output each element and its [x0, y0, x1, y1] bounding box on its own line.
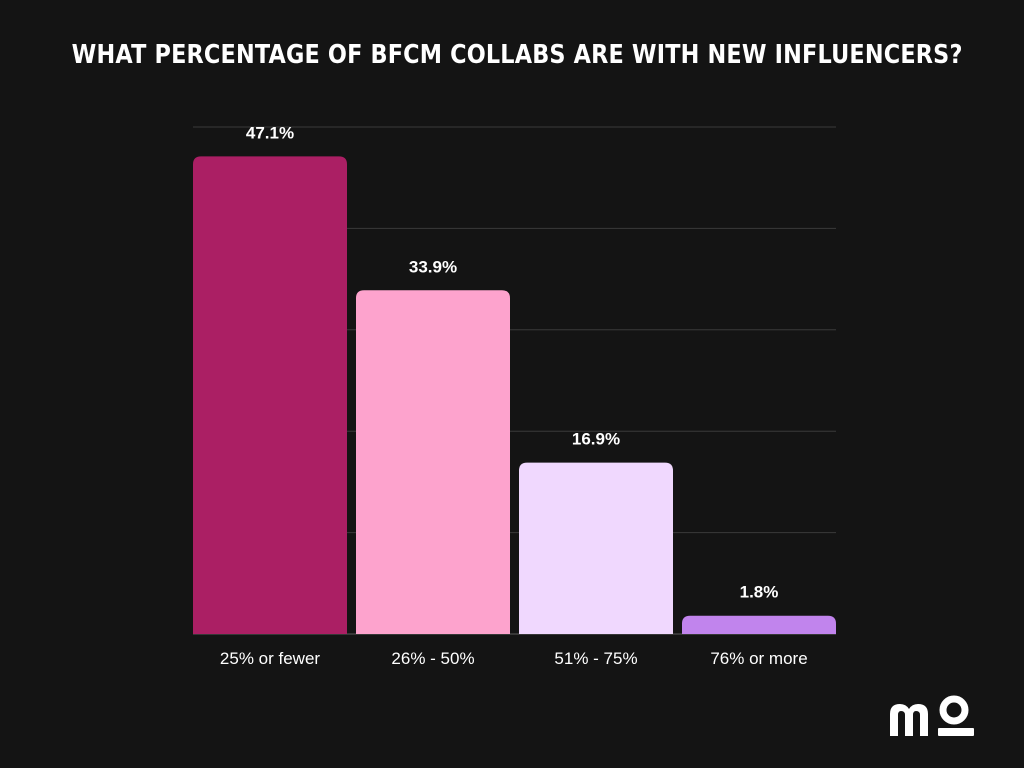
chart-title: WHAT PERCENTAGE OF BFCM COLLABS ARE WITH… — [71, 40, 963, 70]
bar-value-label: 16.9% — [572, 430, 620, 449]
category-label: 26% - 50% — [391, 649, 474, 668]
bars — [193, 156, 836, 634]
category-label: 25% or fewer — [220, 649, 320, 668]
category-labels: 25% or fewer 26% - 50% 51% - 75% 76% or mor… — [220, 649, 808, 668]
category-label: 76% or more — [710, 649, 807, 668]
category-label: 51% - 75% — [554, 649, 637, 668]
bar — [682, 615, 836, 634]
mo-logo-icon — [890, 695, 974, 736]
bar-value-label: 47.1% — [246, 123, 294, 142]
bar — [193, 156, 347, 634]
bar-value-label: 1.8% — [740, 583, 779, 602]
bar — [356, 290, 510, 634]
data-labels: 47.1% 33.9% 16.9% 1.8% — [246, 123, 778, 601]
bar — [519, 462, 673, 634]
bar-value-label: 33.9% — [409, 257, 457, 276]
